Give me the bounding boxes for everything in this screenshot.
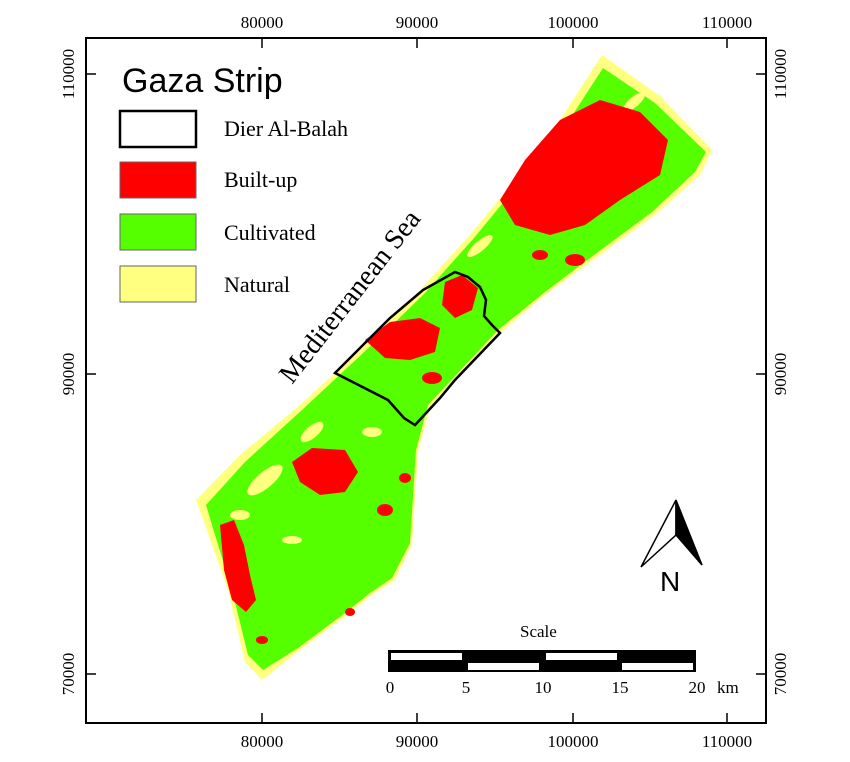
x-tick-bottom-1: 80000 (241, 732, 284, 751)
land-use-map (196, 55, 712, 680)
y-tick-left-1: 110000 (59, 49, 78, 99)
scale-label-0: 0 (386, 678, 395, 697)
legend-label-dier-al-balah: Dier Al-Balah (224, 116, 348, 141)
scale-unit: km (717, 678, 739, 697)
legend-label-natural: Natural (224, 272, 290, 297)
y-tick-right-2: 90000 (771, 353, 790, 396)
legend-swatch-natural (119, 265, 197, 303)
legend-swatch-built-up (119, 161, 197, 199)
y-tick-right-1: 110000 (771, 49, 790, 99)
y-tick-left-2: 90000 (59, 353, 78, 396)
legend-swatch-dier-al-balah (118, 109, 198, 149)
map-title: Gaza Strip (122, 62, 283, 100)
x-tick-top-3: 100000 (548, 13, 599, 32)
scale-bar: Scale 0 5 10 15 20 km (386, 622, 739, 697)
north-arrow-icon: N (640, 499, 703, 597)
north-label: N (660, 566, 680, 597)
x-tick-bottom-4: 110000 (702, 732, 752, 751)
scale-label-10: 10 (535, 678, 552, 697)
natural-patches (230, 92, 646, 544)
legend-swatch-cultivated (119, 213, 197, 251)
scale-title: Scale (520, 622, 557, 641)
scale-bar-background (388, 650, 696, 672)
scale-label-15: 15 (612, 678, 629, 697)
x-tick-bottom-3: 100000 (548, 732, 599, 751)
y-tick-left-3: 70000 (59, 653, 78, 696)
x-tick-top-4: 110000 (702, 13, 752, 32)
legend-label-built-up: Built-up (224, 167, 297, 192)
legend: Dier Al-Balah Built-up Cultivated Natura… (118, 109, 348, 303)
x-tick-top-1: 80000 (241, 13, 284, 32)
tick-marks (86, 38, 766, 723)
x-tick-bottom-2: 90000 (396, 732, 439, 751)
scale-label-20: 20 (689, 678, 706, 697)
built-up-areas (220, 100, 668, 644)
dier-al-balah-boundary (332, 270, 502, 427)
y-tick-right-3: 70000 (771, 653, 790, 696)
scale-label-5: 5 (462, 678, 471, 697)
legend-label-cultivated: Cultivated (224, 220, 316, 245)
x-tick-top-2: 90000 (396, 13, 439, 32)
